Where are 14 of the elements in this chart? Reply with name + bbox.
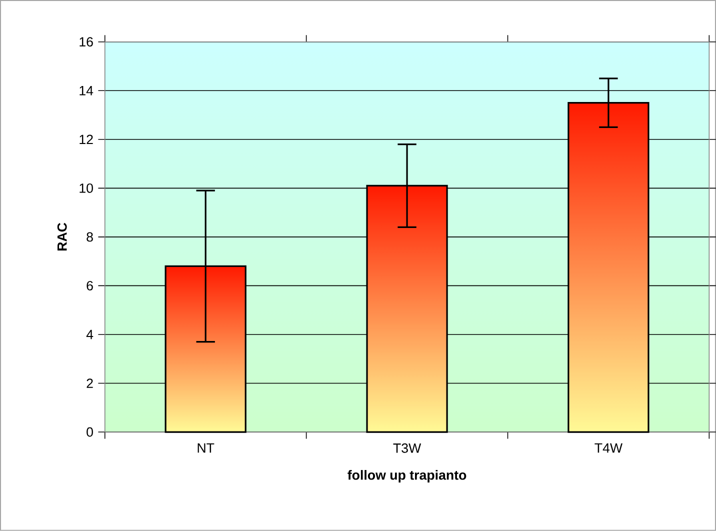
y-tick-label: 0	[86, 427, 93, 437]
y-axis-title: RAC	[57, 222, 67, 251]
y-tick-label: 8	[86, 232, 93, 242]
y-tick-label: 14	[80, 86, 94, 96]
x-axis-title: follow up trapianto	[348, 470, 466, 482]
y-tick-label: 2	[86, 378, 93, 388]
y-tick-label: 4	[86, 330, 94, 340]
x-tick-label: T4W	[594, 443, 622, 453]
y-tick-label: 10	[80, 183, 93, 193]
y-tick-label: 16	[80, 37, 93, 47]
x-tick-label: T3W	[393, 443, 422, 453]
x-tick-label: NT	[198, 443, 214, 453]
y-tick-label: 6	[86, 281, 93, 290]
y-tick-label: 12	[80, 134, 93, 144]
